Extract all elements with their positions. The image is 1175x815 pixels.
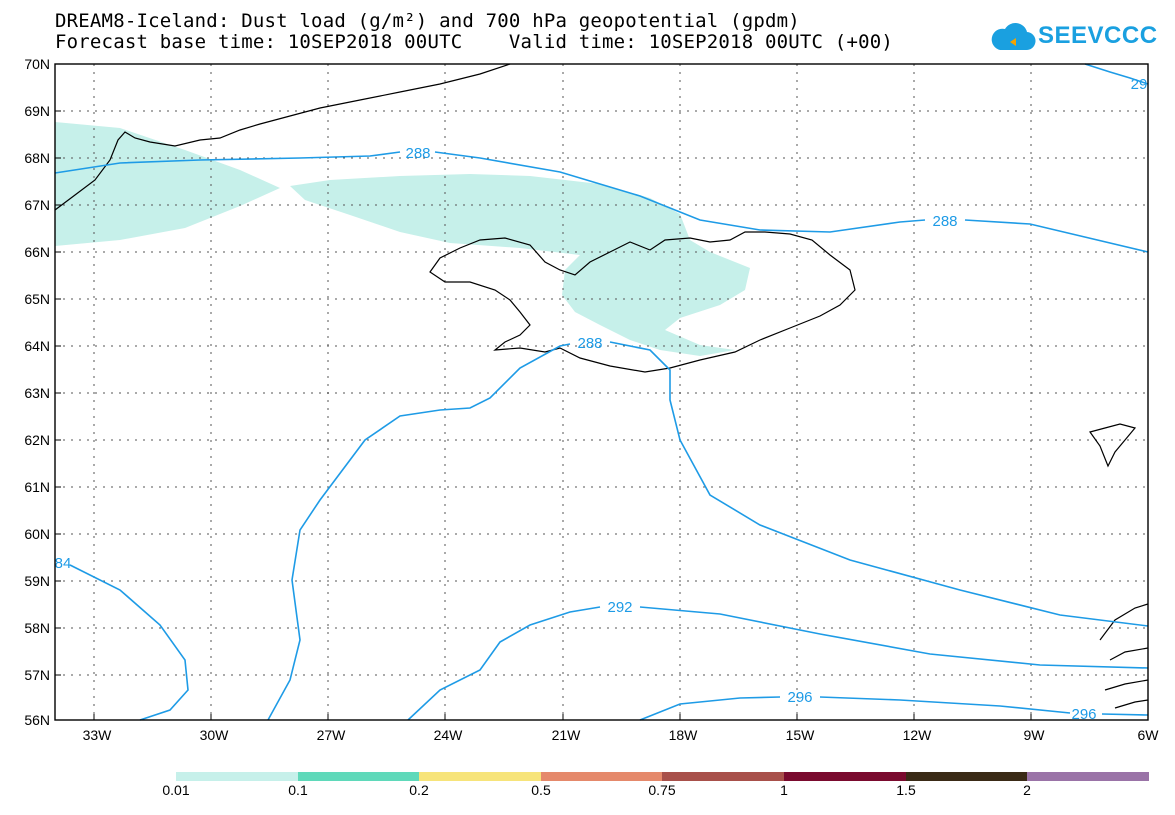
contour-288-north xyxy=(54,151,1149,253)
dust-plume-west xyxy=(55,122,280,246)
colorbar-segment xyxy=(1027,772,1149,781)
contour-label: 292 xyxy=(607,599,632,616)
lon-label: 27W xyxy=(316,727,346,743)
lon-label: 33W xyxy=(82,727,112,743)
contour-292 xyxy=(407,606,1149,721)
colorbar-segment xyxy=(176,772,298,781)
colorbar-label: 0.2 xyxy=(409,782,429,798)
contour-284-west xyxy=(69,564,189,721)
colorbar-segment xyxy=(784,772,906,781)
contour-label: 288 xyxy=(405,145,430,162)
lon-label: 30W xyxy=(199,727,229,743)
contour-296 xyxy=(639,696,1149,721)
map-title: DREAM8-Iceland: Dust load (g/m²) and 700… xyxy=(55,10,800,32)
dust-plume-iceland xyxy=(290,174,750,356)
scotland-coast xyxy=(1099,603,1149,709)
lat-label: 66N xyxy=(24,244,50,260)
contour-labels: 288 288 288 292 296 296 29 84 xyxy=(55,76,1148,723)
axis-ticks xyxy=(55,110,1032,720)
colorbar-segment xyxy=(541,772,662,781)
iceland-coast xyxy=(429,231,856,373)
lat-label: 57N xyxy=(24,667,50,683)
contour-288-south xyxy=(267,341,1149,721)
coastlines xyxy=(54,63,1149,709)
colorbar-label: 0.75 xyxy=(648,782,676,798)
colorbar-segment xyxy=(298,772,419,781)
contour-label: 296 xyxy=(787,689,812,706)
contour-label: 288 xyxy=(932,213,957,230)
lon-label: 9W xyxy=(1023,727,1045,743)
lon-label: 21W xyxy=(551,727,581,743)
faroe-islands xyxy=(1089,423,1137,468)
colorbar-label: 0.1 xyxy=(288,782,308,798)
colorbar-label: 0.01 xyxy=(162,782,190,798)
contour-label: 288 xyxy=(577,335,602,352)
contour-label: 29 xyxy=(1131,76,1148,93)
lat-label: 68N xyxy=(24,150,50,166)
colorbar-segment xyxy=(419,772,541,781)
forecast-times: Forecast base time: 10SEP2018 00UTC Vali… xyxy=(55,31,894,53)
colorbar-label: 2 xyxy=(1023,782,1031,798)
lat-label: 60N xyxy=(24,526,50,542)
lat-label: 69N xyxy=(24,103,50,119)
colorbar-label: 1 xyxy=(780,782,788,798)
contour-label: 296 xyxy=(1071,706,1096,723)
cloud-icon xyxy=(991,23,1036,51)
lat-label: 59N xyxy=(24,573,50,589)
logo-text: SEEVCCC xyxy=(1038,22,1158,49)
lat-label: 63N xyxy=(24,385,50,401)
lat-label: 56N xyxy=(24,712,50,728)
colorbar-label: 0.5 xyxy=(531,782,551,798)
contour-292-northeast xyxy=(1084,63,1149,85)
colorbar-label: 1.5 xyxy=(896,782,916,798)
lon-label: 6W xyxy=(1137,727,1159,743)
contour-label: 84 xyxy=(55,555,72,572)
seevccc-logo xyxy=(990,20,1130,56)
lon-label: 18W xyxy=(668,727,698,743)
dust-shading xyxy=(55,122,750,356)
lat-label: 67N xyxy=(24,197,50,213)
lon-label: 24W xyxy=(433,727,463,743)
lat-label: 62N xyxy=(24,432,50,448)
lat-label: 64N xyxy=(24,338,50,354)
lon-label: 12W xyxy=(902,727,932,743)
grid-lines xyxy=(55,64,1148,720)
lat-label: 61N xyxy=(24,479,50,495)
geopotential-contours xyxy=(54,63,1149,721)
colorbar-segment xyxy=(662,772,784,781)
lat-label: 70N xyxy=(24,56,50,72)
greenland-coast xyxy=(54,63,511,211)
map-frame xyxy=(54,63,1149,721)
lon-label: 15W xyxy=(785,727,815,743)
colorbar-segment xyxy=(906,772,1027,781)
lat-label: 65N xyxy=(24,291,50,307)
lat-label: 58N xyxy=(24,620,50,636)
